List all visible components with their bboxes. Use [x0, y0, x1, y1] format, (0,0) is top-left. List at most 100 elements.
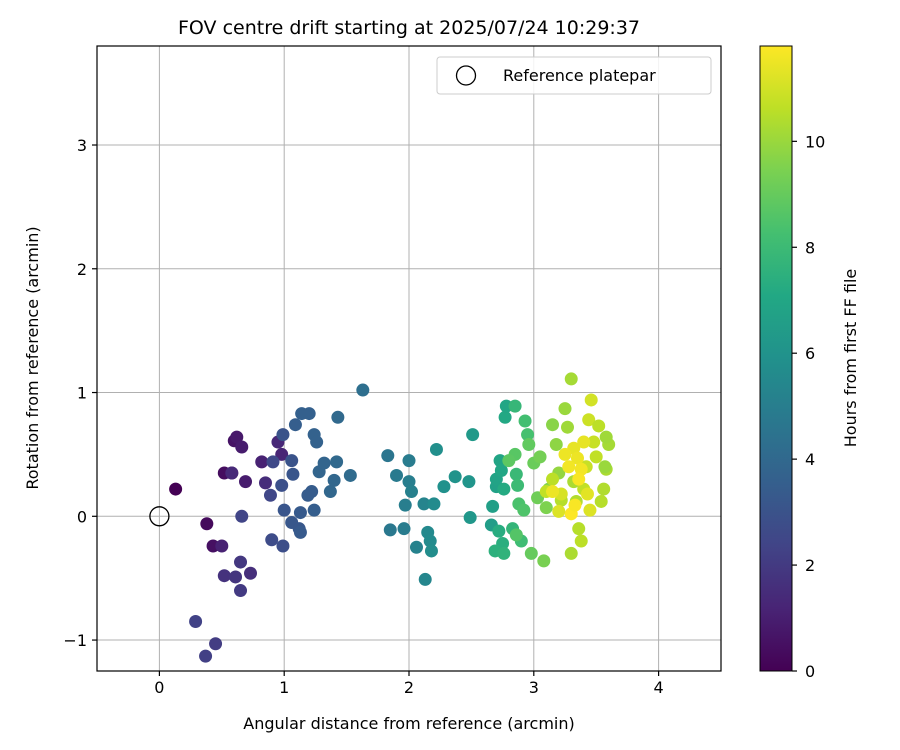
data-point — [235, 440, 249, 454]
data-point — [583, 503, 597, 517]
colorbar: 0 2 4 6 8 10 Hours from first FF file — [759, 45, 860, 681]
data-point — [594, 494, 608, 508]
x-tick-label: 0 — [154, 678, 164, 697]
data-point — [418, 572, 432, 586]
data-point — [293, 506, 307, 520]
data-point — [199, 649, 213, 663]
data-point — [592, 419, 606, 433]
x-axis: 0 1 2 3 4 — [154, 671, 664, 697]
data-point — [307, 503, 321, 517]
colorbar-tick-label: 6 — [805, 344, 815, 363]
data-point — [599, 430, 613, 444]
data-point — [317, 456, 331, 470]
data-point — [390, 468, 404, 482]
data-point — [549, 438, 563, 452]
colorbar-ticks: 0 2 4 6 8 10 — [792, 132, 825, 681]
data-point — [497, 546, 511, 560]
data-point — [589, 450, 603, 464]
x-tick-label: 3 — [529, 678, 539, 697]
data-point — [275, 478, 289, 492]
data-point — [497, 482, 511, 496]
data-point — [200, 517, 214, 531]
data-point — [509, 467, 523, 481]
data-point — [285, 454, 299, 468]
data-point — [402, 454, 416, 468]
data-point — [244, 566, 258, 580]
colorbar-tick-label: 10 — [805, 132, 825, 151]
data-point — [404, 485, 418, 499]
data-point — [498, 410, 512, 424]
data-point — [383, 523, 397, 537]
data-point — [584, 393, 598, 407]
data-point — [276, 539, 290, 553]
data-point — [398, 498, 412, 512]
data-point — [169, 482, 183, 496]
chart-title: FOV centre drift starting at 2025/07/24 … — [178, 17, 640, 39]
data-point — [286, 467, 300, 481]
data-point — [462, 475, 476, 489]
colorbar-tick-label: 0 — [805, 662, 815, 681]
data-point — [533, 450, 547, 464]
legend-reference-marker — [455, 65, 477, 86]
data-point — [229, 570, 243, 584]
data-point — [597, 482, 611, 496]
data-point — [189, 614, 203, 628]
data-point — [587, 435, 601, 449]
data-point — [494, 464, 508, 478]
data-point — [518, 414, 532, 428]
data-point — [546, 472, 560, 486]
data-point — [230, 430, 244, 444]
data-point — [266, 455, 280, 469]
data-point — [598, 460, 612, 474]
data-point — [277, 503, 291, 517]
data-point — [564, 546, 578, 560]
x-tick-label: 2 — [404, 678, 414, 697]
data-point — [423, 534, 437, 548]
x-tick-label: 4 — [654, 678, 664, 697]
data-point — [409, 540, 423, 554]
data-point — [263, 488, 277, 502]
data-point — [522, 438, 536, 452]
data-point — [381, 449, 395, 463]
data-point — [402, 475, 416, 489]
data-point — [572, 472, 586, 486]
data-point — [305, 485, 319, 499]
data-point — [239, 475, 253, 489]
data-point — [302, 407, 316, 421]
data-point — [276, 428, 290, 442]
data-point — [517, 503, 531, 517]
y-tick-label: 0 — [77, 507, 87, 526]
grid — [97, 46, 721, 671]
data-point — [463, 511, 477, 525]
data-point — [574, 534, 588, 548]
data-point — [330, 455, 344, 469]
data-point — [209, 637, 223, 651]
data-point — [502, 454, 516, 468]
data-point — [521, 428, 535, 442]
data-point — [397, 522, 411, 536]
colorbar-gradient — [759, 45, 793, 672]
data-point — [275, 447, 289, 461]
data-point — [235, 509, 249, 523]
data-point — [577, 435, 591, 449]
colorbar-label: Hours from first FF file — [841, 269, 860, 448]
reference-marker-layer — [149, 506, 170, 527]
y-axis: −1 0 1 2 3 — [63, 136, 97, 650]
data-point — [574, 462, 588, 476]
data-point — [524, 546, 538, 560]
data-point — [558, 447, 572, 461]
data-point — [424, 544, 438, 558]
y-tick-label: 3 — [77, 136, 87, 155]
colorbar-tick-label: 4 — [805, 450, 815, 469]
data-point — [323, 485, 337, 499]
data-point — [258, 476, 272, 490]
data-point — [466, 428, 480, 442]
y-tick-label: 2 — [77, 260, 87, 279]
legend-box — [436, 56, 712, 95]
data-point — [582, 413, 596, 427]
data-point — [429, 442, 443, 456]
data-point — [437, 480, 451, 494]
data-point — [486, 499, 500, 513]
data-point — [225, 466, 239, 480]
